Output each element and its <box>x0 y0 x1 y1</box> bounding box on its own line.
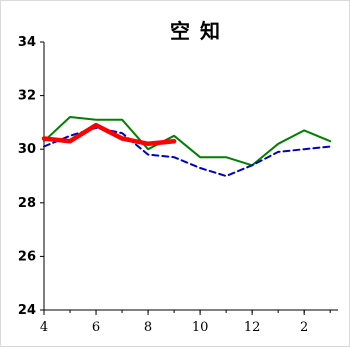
y-tick-label: 32 <box>18 89 36 104</box>
y-tick-label: 24 <box>18 303 36 318</box>
axes: 24 26 28 30 32 34 4 6 8 10 12 2 <box>18 35 338 335</box>
x-tick-label: 12 <box>244 320 261 335</box>
series-red-thick-line <box>41 122 177 147</box>
chart-title: 空知 <box>170 19 230 43</box>
y-tick-label: 34 <box>18 35 36 50</box>
x-tick-label: 10 <box>192 320 209 335</box>
y-tick-label: 30 <box>18 142 36 157</box>
x-tick-label: 8 <box>144 320 152 335</box>
y-tick-label: 28 <box>18 196 36 211</box>
y-tick-label: 26 <box>18 249 36 264</box>
x-tick-label: 4 <box>40 320 48 335</box>
x-tick-label: 6 <box>92 320 100 335</box>
series-layer <box>41 116 332 177</box>
x-tick-label: 2 <box>300 320 308 335</box>
series-green-line <box>43 116 332 167</box>
series-blue-dashed-line <box>43 126 332 177</box>
